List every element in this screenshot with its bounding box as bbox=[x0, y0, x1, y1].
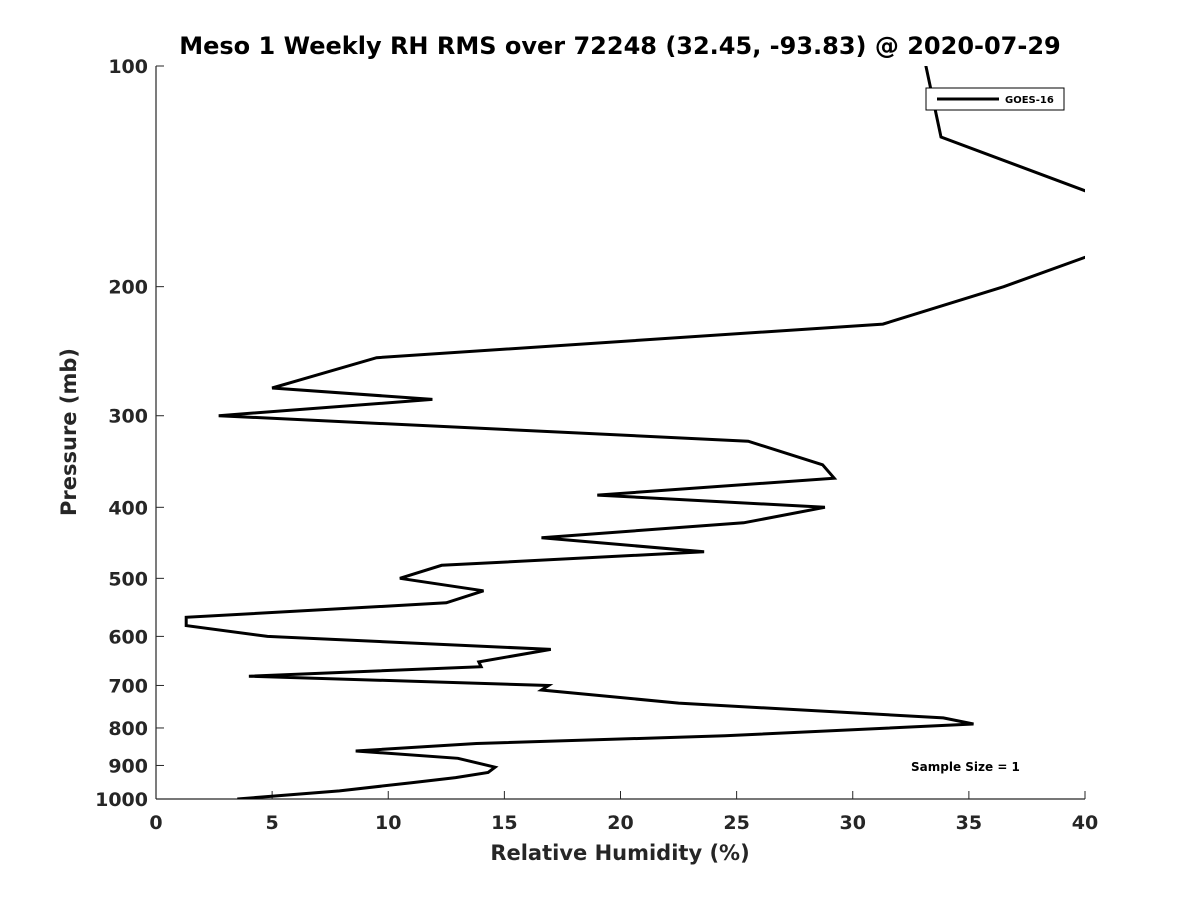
x-tick-label: 30 bbox=[840, 812, 866, 834]
y-tick-label: 200 bbox=[108, 277, 148, 299]
legend: GOES-16 bbox=[925, 87, 1065, 111]
x-tick-label: 20 bbox=[607, 812, 633, 834]
y-axis-label: Pressure (mb) bbox=[57, 348, 81, 516]
x-tick-label: 5 bbox=[266, 812, 279, 834]
y-tick-label: 100 bbox=[108, 56, 148, 78]
x-axis-label: Relative Humidity (%) bbox=[490, 841, 749, 865]
y-tick-label: 900 bbox=[108, 755, 148, 777]
y-tick-label: 800 bbox=[108, 718, 148, 740]
y-tick-label: 700 bbox=[108, 675, 148, 697]
x-tick-label: 40 bbox=[1072, 812, 1098, 834]
x-tick-label: 15 bbox=[491, 812, 517, 834]
y-tick-label: 400 bbox=[108, 497, 148, 519]
series-line-goes-16 bbox=[184, 66, 1085, 799]
y-tick-label: 300 bbox=[108, 406, 148, 428]
y-ticks: 100 200 300 400 500 600 700 800 900 1000 bbox=[95, 56, 164, 811]
axes bbox=[155, 66, 1085, 800]
series-layer bbox=[184, 66, 1085, 799]
y-tick-label: 500 bbox=[108, 568, 148, 590]
legend-label-goes-16: GOES-16 bbox=[1005, 95, 1054, 106]
y-tick-label: 1000 bbox=[95, 789, 148, 811]
x-tick-label: 0 bbox=[149, 812, 162, 834]
chart-title: Meso 1 Weekly RH RMS over 72248 (32.45, … bbox=[179, 32, 1061, 60]
x-tick-label: 35 bbox=[956, 812, 982, 834]
sample-size-annotation: Sample Size = 1 bbox=[911, 760, 1020, 774]
x-tick-label: 10 bbox=[375, 812, 401, 834]
x-tick-label: 25 bbox=[723, 812, 749, 834]
y-tick-label: 600 bbox=[108, 626, 148, 648]
x-ticks: 0 5 10 15 20 25 30 35 40 bbox=[149, 791, 1098, 834]
